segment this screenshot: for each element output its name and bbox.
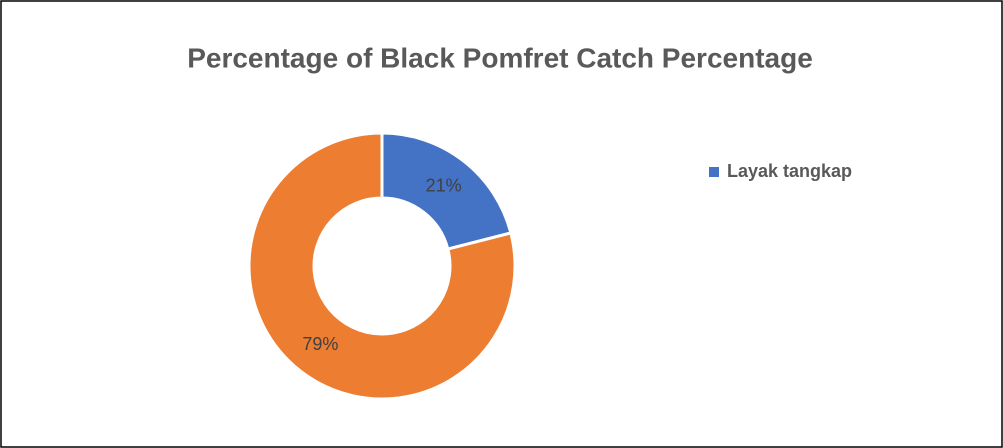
donut-slice <box>247 131 517 401</box>
legend-label: Layak tangkap <box>727 161 852 181</box>
donut-slice <box>380 131 513 251</box>
data-label: 21% <box>426 175 462 195</box>
chart-title: Percentage of Black Pomfret Catch Percen… <box>187 42 813 73</box>
legend-swatch <box>709 167 719 177</box>
data-label: 79% <box>302 334 338 354</box>
